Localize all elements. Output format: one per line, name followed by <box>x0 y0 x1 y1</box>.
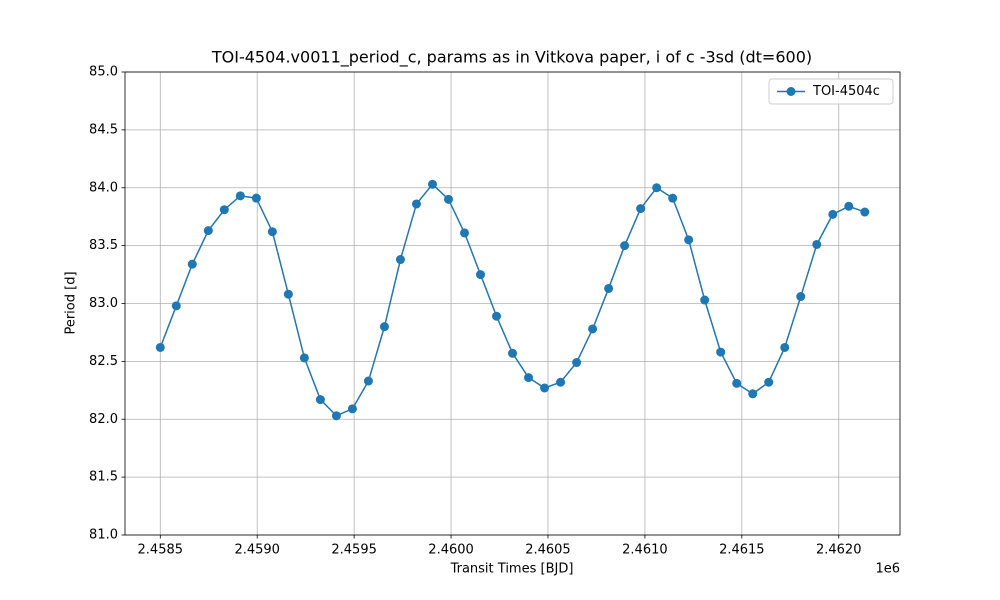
x-tick-label: 2.4615 <box>719 543 765 558</box>
x-tick-label: 2.4600 <box>428 543 474 558</box>
x-tick-label: 2.4585 <box>138 543 184 558</box>
x-axis-label: Transit Times [BJD] <box>450 562 574 577</box>
data-point <box>828 209 838 219</box>
data-point <box>556 377 566 387</box>
y-axis-label: Period [d] <box>64 271 79 334</box>
data-point <box>492 311 502 321</box>
legend-box <box>768 78 894 105</box>
data-point <box>796 292 806 302</box>
y-tick-label: 81.5 <box>89 470 118 485</box>
data-point <box>203 226 213 236</box>
data-point <box>427 179 437 189</box>
x-tick-label: 2.4605 <box>525 543 571 558</box>
y-tick-label: 85.0 <box>89 65 118 80</box>
x-tick-label: 2.4590 <box>234 543 280 558</box>
x-tick-label: 2.4595 <box>331 543 377 558</box>
data-point <box>476 270 486 280</box>
data-point <box>299 353 309 363</box>
data-point <box>460 228 470 238</box>
data-point <box>283 289 293 299</box>
data-point <box>636 204 646 214</box>
data-point <box>684 235 694 245</box>
y-tick-label: 82.5 <box>89 354 118 369</box>
data-point <box>219 205 229 215</box>
x-offset-label: 1e6 <box>875 562 900 577</box>
data-point <box>732 378 742 388</box>
data-point <box>315 395 325 405</box>
data-point <box>588 324 598 334</box>
y-tick-label: 84.5 <box>89 122 118 137</box>
x-tick-label: 2.4610 <box>622 543 668 558</box>
data-point <box>395 255 405 265</box>
data-point <box>363 376 373 386</box>
data-point <box>604 283 614 293</box>
data-point <box>812 239 822 249</box>
x-tick-label: 2.4620 <box>816 543 862 558</box>
data-point <box>572 358 582 368</box>
data-point <box>187 259 197 269</box>
data-point <box>251 193 261 203</box>
data-point <box>764 377 774 387</box>
data-point <box>748 389 758 399</box>
legend-label: TOI-4504c <box>812 84 880 99</box>
y-tick-label: 82.0 <box>89 412 118 427</box>
data-point <box>171 301 181 311</box>
data-point <box>235 191 245 201</box>
data-point <box>540 383 550 393</box>
y-tick-label: 84.0 <box>89 180 118 195</box>
data-point <box>780 342 790 352</box>
data-point <box>524 373 534 383</box>
data-point <box>652 183 662 193</box>
data-point <box>716 347 726 357</box>
data-point <box>508 348 518 358</box>
data-point <box>267 227 277 237</box>
data-point <box>379 322 389 332</box>
data-point <box>860 207 870 217</box>
y-tick-label: 83.5 <box>89 238 118 253</box>
data-point <box>443 194 453 204</box>
data-point <box>620 241 630 251</box>
legend-marker <box>786 87 796 96</box>
data-point <box>844 201 854 211</box>
y-tick-label: 83.0 <box>89 296 118 311</box>
data-point <box>411 199 421 209</box>
data-point <box>347 404 357 414</box>
data-point <box>331 411 341 421</box>
data-point <box>155 342 165 352</box>
plot-frame <box>124 71 901 536</box>
chart-title: TOI-4504.v0011_period_c, params as in Vi… <box>211 48 812 68</box>
data-point <box>668 193 678 203</box>
data-point <box>700 295 710 305</box>
y-tick-label: 81.0 <box>89 528 118 543</box>
